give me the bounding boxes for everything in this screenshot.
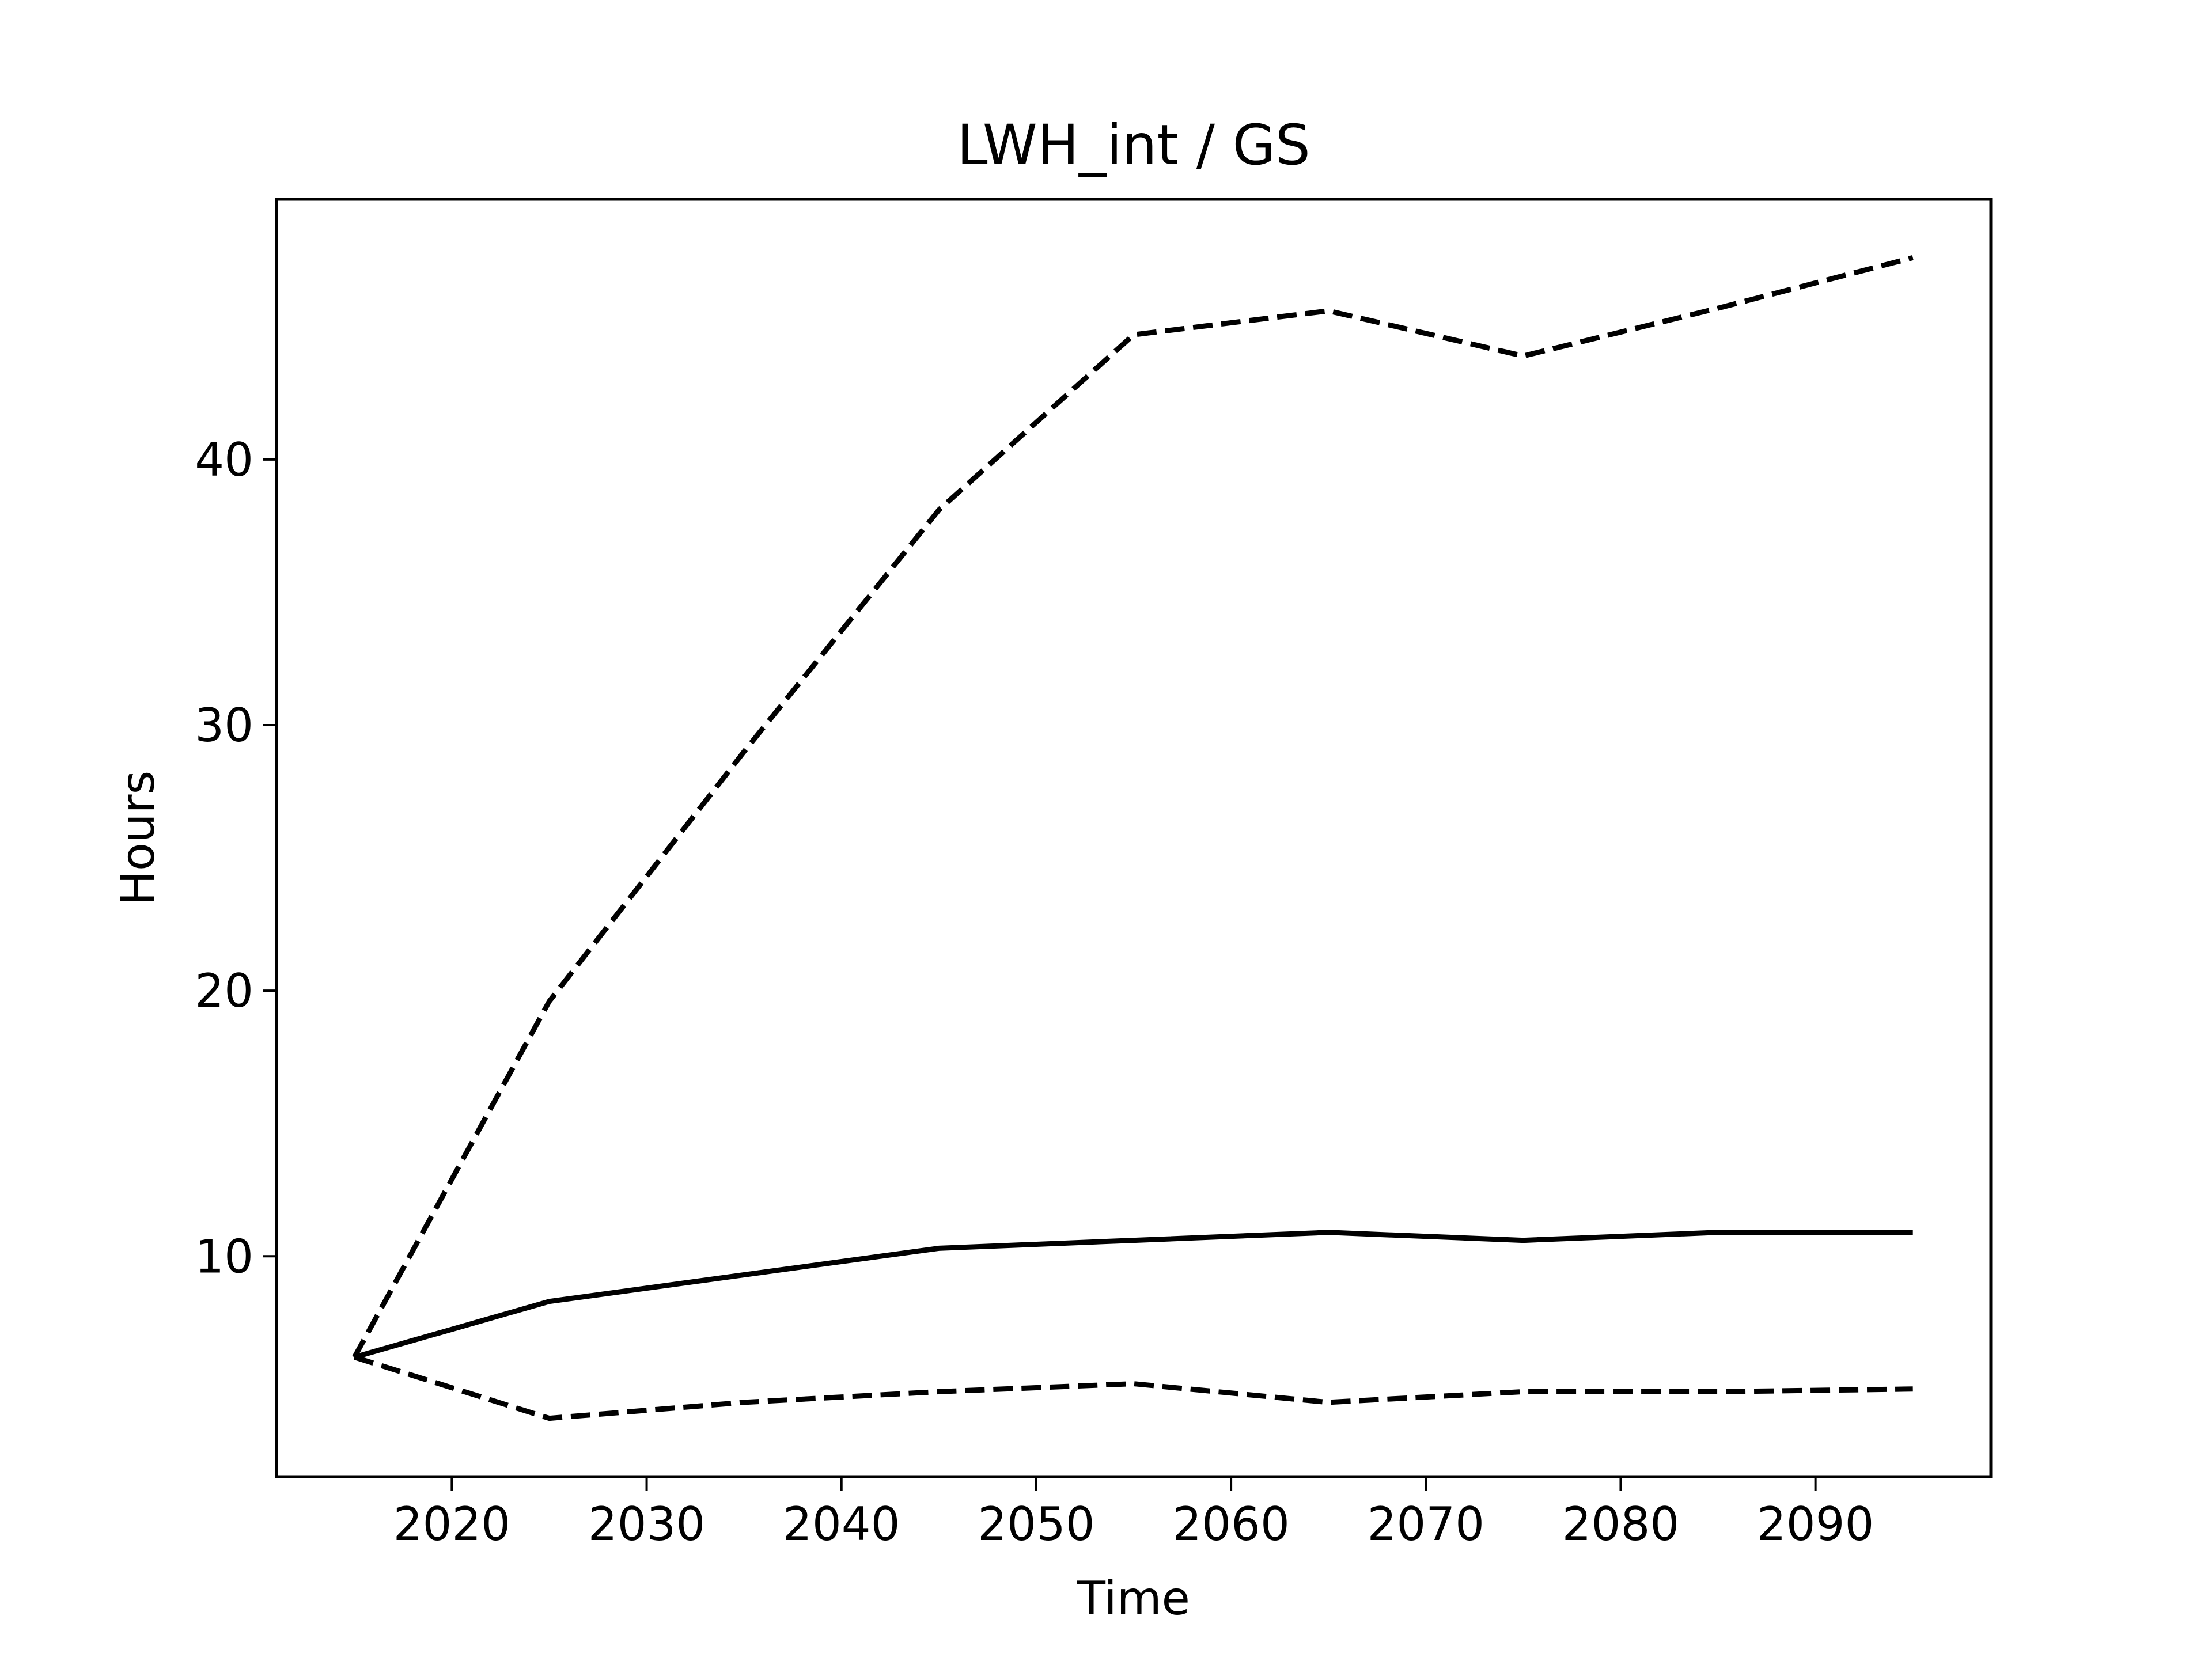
series-layer bbox=[352, 255, 1914, 1421]
x-axis-ticks: 2020 2030 2040 2050 2060 2070 2080 2090 bbox=[393, 1477, 1874, 1551]
x-tick-label: 2090 bbox=[1757, 1497, 1874, 1551]
x-tick-label: 2040 bbox=[783, 1497, 900, 1551]
x-tick-label: 2070 bbox=[1367, 1497, 1484, 1551]
y-tick-label: 30 bbox=[195, 699, 253, 752]
plot-frame bbox=[275, 198, 1993, 1478]
y-tick-label: 10 bbox=[195, 1230, 253, 1283]
y-axis-label: Hours bbox=[111, 771, 165, 905]
x-tick-label: 2030 bbox=[588, 1497, 706, 1551]
y-tick-label: 20 bbox=[195, 964, 253, 1018]
y-axis-ticks: 10 20 30 40 bbox=[195, 433, 276, 1283]
x-axis-label: Time bbox=[1077, 1572, 1190, 1625]
x-tick-label: 2020 bbox=[393, 1497, 511, 1551]
x-tick-label: 2050 bbox=[978, 1497, 1095, 1551]
chart-title: LWH_int / GS bbox=[957, 113, 1310, 177]
x-tick-label: 2080 bbox=[1562, 1497, 1680, 1551]
series-line-2 bbox=[352, 255, 1914, 1359]
y-tick-label: 40 bbox=[195, 433, 253, 487]
series-line-3 bbox=[353, 1355, 1913, 1421]
series-line-1 bbox=[354, 1230, 1913, 1360]
x-tick-label: 2060 bbox=[1172, 1497, 1290, 1551]
